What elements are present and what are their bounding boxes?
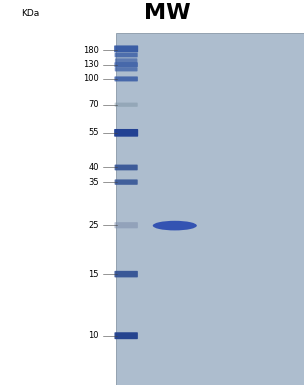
Text: 130: 130 [83,60,99,69]
FancyBboxPatch shape [114,222,138,228]
Text: 55: 55 [88,128,99,137]
Bar [116,33,304,385]
Text: 10: 10 [88,331,99,340]
FancyBboxPatch shape [114,76,138,81]
Text: KDa: KDa [21,9,40,18]
Text: 15: 15 [88,270,99,279]
FancyBboxPatch shape [114,62,138,67]
FancyBboxPatch shape [115,179,138,185]
FancyBboxPatch shape [114,332,138,339]
Ellipse shape [153,221,197,230]
Text: 100: 100 [83,74,99,84]
FancyBboxPatch shape [114,129,138,137]
FancyBboxPatch shape [115,102,138,107]
Text: MW: MW [144,3,191,23]
FancyBboxPatch shape [115,165,138,170]
FancyBboxPatch shape [115,53,138,57]
Text: 40: 40 [88,163,99,172]
Text: 180: 180 [83,45,99,55]
FancyBboxPatch shape [115,58,137,62]
Text: 25: 25 [88,221,99,230]
FancyBboxPatch shape [114,271,138,277]
Text: 35: 35 [88,177,99,187]
FancyBboxPatch shape [114,45,138,52]
Text: 70: 70 [88,100,99,109]
FancyBboxPatch shape [115,67,137,72]
